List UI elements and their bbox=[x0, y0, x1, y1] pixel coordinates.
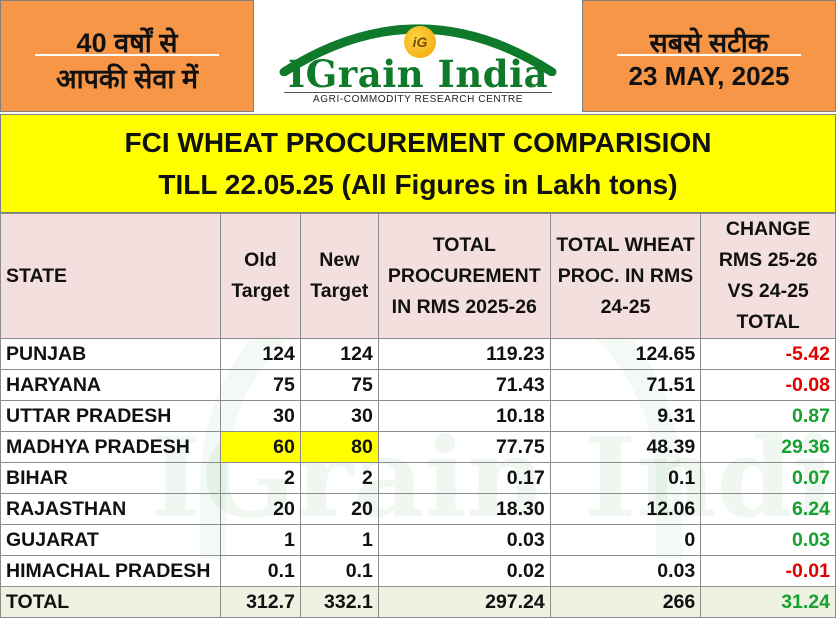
logo-subtitle: AGRI-COMMODITY RESEARCH CENTRE bbox=[312, 94, 524, 105]
old-target-cell: 2 bbox=[219, 462, 301, 494]
header-band: 40 वर्षों से आपकी सेवा में iG IGrain Ind… bbox=[0, 0, 836, 114]
new-target-cell: 124 bbox=[299, 338, 379, 370]
change-cell: 0.07 bbox=[700, 462, 836, 494]
new-target-cell: 75 bbox=[299, 369, 379, 401]
column-header: STATE bbox=[0, 213, 221, 339]
change-cell: -0.01 bbox=[700, 555, 836, 587]
procurement-2025-26-cell: 119.23 bbox=[377, 338, 551, 370]
table-row: GUJARAT 1 1 0.03 0 0.03 bbox=[0, 524, 836, 556]
old-target-cell: 75 bbox=[219, 369, 301, 401]
table-row: RAJASTHAN 20 20 18.30 12.06 6.24 bbox=[0, 493, 836, 525]
table-row: HIMACHAL PRADESH 0.1 0.1 0.02 0.03 -0.01 bbox=[0, 555, 836, 587]
procurement-2025-26-cell: 0.03 bbox=[377, 524, 551, 556]
procurement-2024-25-cell: 48.39 bbox=[549, 431, 702, 463]
state-cell: MADHYA PRADESH bbox=[0, 431, 221, 463]
logo-name: IGrain India bbox=[287, 52, 549, 96]
state-cell: UTTAR PRADESH bbox=[0, 400, 221, 432]
procurement-2025-26-cell: 18.30 bbox=[377, 493, 551, 525]
table-row: PUNJAB 124 124 119.23 124.65 -5.42 bbox=[0, 338, 836, 370]
old-target-cell: 30 bbox=[219, 400, 301, 432]
procurement-2024-25-cell: 0.1 bbox=[549, 462, 702, 494]
new-target-cell: 332.1 bbox=[299, 586, 379, 618]
table-row: HARYANA 75 75 71.43 71.51 -0.08 bbox=[0, 369, 836, 401]
old-target-cell: 1 bbox=[219, 524, 301, 556]
procurement-2024-25-cell: 124.65 bbox=[549, 338, 702, 370]
old-target-cell: 20 bbox=[219, 493, 301, 525]
report-title: FCI WHEAT PROCUREMENT COMPARISION bbox=[124, 127, 712, 158]
change-cell: 0.03 bbox=[700, 524, 836, 556]
tagline-line-2: आपकी सेवा में bbox=[55, 64, 199, 94]
old-target-cell: 60 bbox=[219, 431, 301, 463]
procurement-2025-26-cell: 0.17 bbox=[377, 462, 551, 494]
report-subtitle: TILL 22.05.25 (All Figures in Lakh tons) bbox=[158, 169, 678, 200]
state-cell: RAJASTHAN bbox=[0, 493, 221, 525]
procurement-2024-25-cell: 0 bbox=[549, 524, 702, 556]
procurement-2025-26-cell: 77.75 bbox=[377, 431, 551, 463]
divider bbox=[35, 54, 219, 56]
procurement-2024-25-cell: 71.51 bbox=[549, 369, 702, 401]
accuracy-tagline: सबसे सटीक bbox=[649, 28, 769, 58]
state-cell: TOTAL bbox=[0, 586, 221, 618]
column-header: TOTAL WHEAT PROC. IN RMS 24-25 bbox=[549, 213, 702, 339]
new-target-cell: 1 bbox=[299, 524, 379, 556]
state-cell: BIHAR bbox=[0, 462, 221, 494]
change-cell: 31.24 bbox=[700, 586, 836, 618]
title-band: FCI WHEAT PROCUREMENT COMPARISION TILL 2… bbox=[0, 114, 836, 213]
table-row: UTTAR PRADESH 30 30 10.18 9.31 0.87 bbox=[0, 400, 836, 432]
column-header: New Target bbox=[299, 213, 379, 339]
tagline-box: 40 वर्षों से आपकी सेवा में bbox=[0, 0, 254, 112]
procurement-2024-25-cell: 266 bbox=[549, 586, 702, 618]
table-header-row: STATE Old Target New Target TOTAL PROCUR… bbox=[0, 213, 836, 339]
procurement-2024-25-cell: 12.06 bbox=[549, 493, 702, 525]
procurement-2025-26-cell: 0.02 bbox=[377, 555, 551, 587]
state-cell: PUNJAB bbox=[0, 338, 221, 370]
procurement-2024-25-cell: 0.03 bbox=[549, 555, 702, 587]
column-header: CHANGE RMS 25-26 VS 24-25 TOTAL bbox=[700, 213, 836, 339]
report-date: 23 MAY, 2025 bbox=[628, 61, 790, 91]
change-cell: 6.24 bbox=[700, 493, 836, 525]
table-row: MADHYA PRADESH 60 80 77.75 48.39 29.36 bbox=[0, 431, 836, 463]
procurement-table: STATE Old Target New Target TOTAL PROCUR… bbox=[0, 213, 836, 618]
old-target-cell: 124 bbox=[219, 338, 301, 370]
procurement-table-area: IGrain India STATE Old Target New Target… bbox=[0, 213, 836, 622]
change-cell: 29.36 bbox=[700, 431, 836, 463]
procurement-2025-26-cell: 71.43 bbox=[377, 369, 551, 401]
column-header: TOTAL PROCUREMENT IN RMS 2025-26 bbox=[377, 213, 551, 339]
state-cell: HARYANA bbox=[0, 369, 221, 401]
table-body: STATE Old Target New Target TOTAL PROCUR… bbox=[0, 213, 836, 618]
new-target-cell: 30 bbox=[299, 400, 379, 432]
state-cell: HIMACHAL PRADESH bbox=[0, 555, 221, 587]
date-box: सबसे सटीक 23 MAY, 2025 bbox=[582, 0, 836, 112]
old-target-cell: 312.7 bbox=[219, 586, 301, 618]
tagline-line-1: 40 वर्षों से bbox=[76, 28, 178, 58]
old-target-cell: 0.1 bbox=[219, 555, 301, 587]
new-target-cell: 80 bbox=[299, 431, 379, 463]
column-header: Old Target bbox=[219, 213, 301, 339]
change-cell: -0.08 bbox=[700, 369, 836, 401]
change-cell: -5.42 bbox=[700, 338, 836, 370]
new-target-cell: 0.1 bbox=[299, 555, 379, 587]
logo: iG IGrain India AGRI-COMMODITY RESEARCH … bbox=[254, 0, 582, 112]
procurement-2024-25-cell: 9.31 bbox=[549, 400, 702, 432]
new-target-cell: 2 bbox=[299, 462, 379, 494]
change-cell: 0.87 bbox=[700, 400, 836, 432]
table-row: BIHAR 2 2 0.17 0.1 0.07 bbox=[0, 462, 836, 494]
logo-badge-icon: iG bbox=[404, 26, 436, 58]
procurement-2025-26-cell: 10.18 bbox=[377, 400, 551, 432]
logo-divider bbox=[284, 92, 552, 93]
new-target-cell: 20 bbox=[299, 493, 379, 525]
state-cell: GUJARAT bbox=[0, 524, 221, 556]
procurement-2025-26-cell: 297.24 bbox=[377, 586, 551, 618]
divider bbox=[617, 54, 801, 56]
total-row: TOTAL 312.7 332.1 297.24 266 31.24 bbox=[0, 586, 836, 618]
